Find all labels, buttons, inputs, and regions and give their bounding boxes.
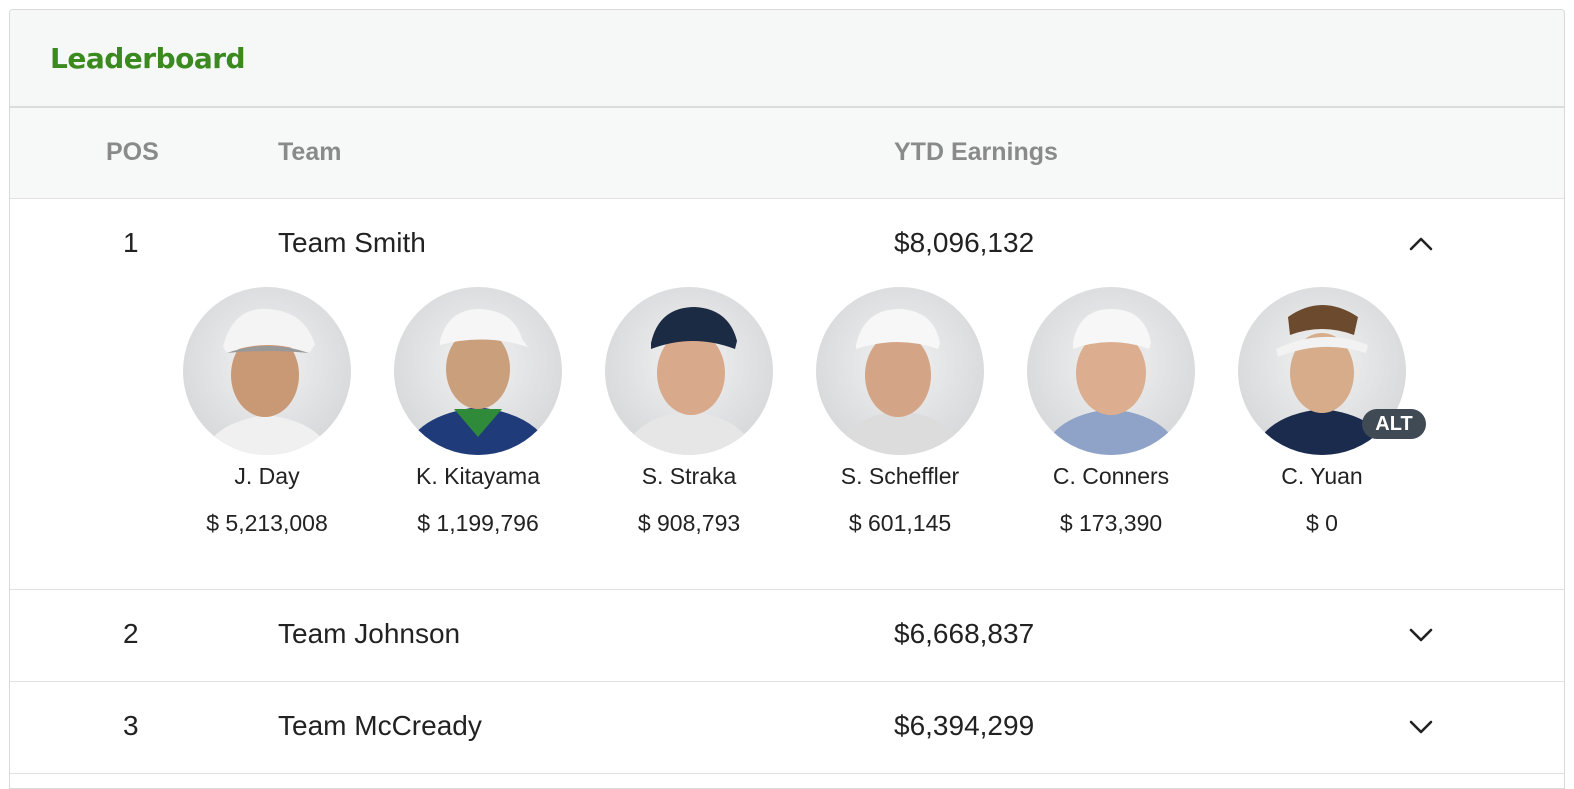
player-avatar	[394, 287, 562, 455]
column-header-pos: POS	[106, 138, 159, 166]
golfer-photo-icon	[404, 309, 552, 455]
table-row[interactable]: 3 Team McCready $6,394,299	[10, 682, 1564, 774]
golfer-photo-icon	[832, 309, 968, 455]
column-header-ytd-earnings: YTD Earnings	[894, 138, 1058, 166]
player-name: C. Conners	[1052, 463, 1170, 489]
player-name: S. Scheffler	[840, 463, 960, 489]
golfer-photo-icon	[1252, 305, 1392, 455]
row-position: 3	[123, 710, 139, 741]
row-position: 1	[123, 227, 139, 258]
chevron-up-icon[interactable]	[1408, 231, 1434, 257]
page-title: Leaderboard	[50, 41, 246, 75]
player-name: S. Straka	[641, 463, 737, 489]
row-team-name: Team Smith	[278, 227, 426, 258]
player-card[interactable]: S. Straka $ 908,793	[579, 287, 799, 537]
chevron-down-icon[interactable]	[1408, 622, 1434, 648]
player-avatar: ALT	[1238, 287, 1426, 455]
player-card[interactable]: C. Conners $ 173,390	[1001, 287, 1221, 537]
row-team-name: Team McCready	[278, 710, 482, 741]
alternate-badge: ALT	[1362, 409, 1426, 439]
row-summary[interactable]: 3 Team McCready $6,394,299	[10, 682, 1564, 773]
chevron-down-icon[interactable]	[1408, 714, 1434, 740]
row-earnings: $6,394,299	[894, 710, 1035, 741]
player-earnings: $ 5,213,008	[206, 510, 328, 536]
player-card[interactable]: K. Kitayama $ 1,199,796	[368, 287, 588, 537]
golfer-photo-icon	[1041, 309, 1181, 455]
row-earnings: $6,668,837	[894, 618, 1035, 649]
player-card[interactable]: J. Day $ 5,213,008	[157, 287, 377, 537]
row-summary[interactable]: 2 Team Johnson $6,668,837	[10, 590, 1564, 681]
row-team-name: Team Johnson	[278, 618, 461, 649]
player-earnings: $ 601,145	[848, 510, 952, 536]
player-avatar	[1027, 287, 1195, 455]
row-position: 2	[123, 618, 139, 649]
player-avatar	[183, 287, 351, 455]
player-earnings: $ 0	[1306, 510, 1338, 536]
row-summary[interactable]: 1 Team Smith $8,096,132	[10, 199, 1564, 290]
player-earnings: $ 173,390	[1059, 510, 1163, 536]
player-card[interactable]: S. Scheffler $ 601,145	[790, 287, 1010, 537]
player-avatar	[816, 287, 984, 455]
column-header-row: POS Team YTD Earnings	[10, 108, 1564, 199]
leaderboard-panel: Leaderboard POS Team YTD Earnings 1 Team…	[9, 9, 1565, 789]
player-list: J. Day $ 5,213,008 K. Kitayama	[10, 287, 1564, 577]
player-earnings: $ 908,793	[637, 510, 741, 536]
row-earnings: $8,096,132	[894, 227, 1035, 258]
player-name: C. Yuan	[1281, 463, 1363, 489]
golfer-photo-icon	[203, 308, 331, 455]
table-row[interactable]: 1 Team Smith $8,096,132	[10, 199, 1564, 590]
table-row[interactable]: 2 Team Johnson $6,668,837	[10, 590, 1564, 682]
player-avatar	[605, 287, 773, 455]
player-card[interactable]: ALT C. Yuan $ 0	[1212, 281, 1432, 537]
player-name: J. Day	[234, 463, 300, 489]
golfer-photo-icon	[623, 307, 755, 455]
player-earnings: $ 1,199,796	[417, 510, 539, 536]
player-name: K. Kitayama	[416, 463, 540, 489]
leaderboard-header: Leaderboard	[10, 10, 1564, 108]
column-header-team: Team	[278, 138, 342, 166]
